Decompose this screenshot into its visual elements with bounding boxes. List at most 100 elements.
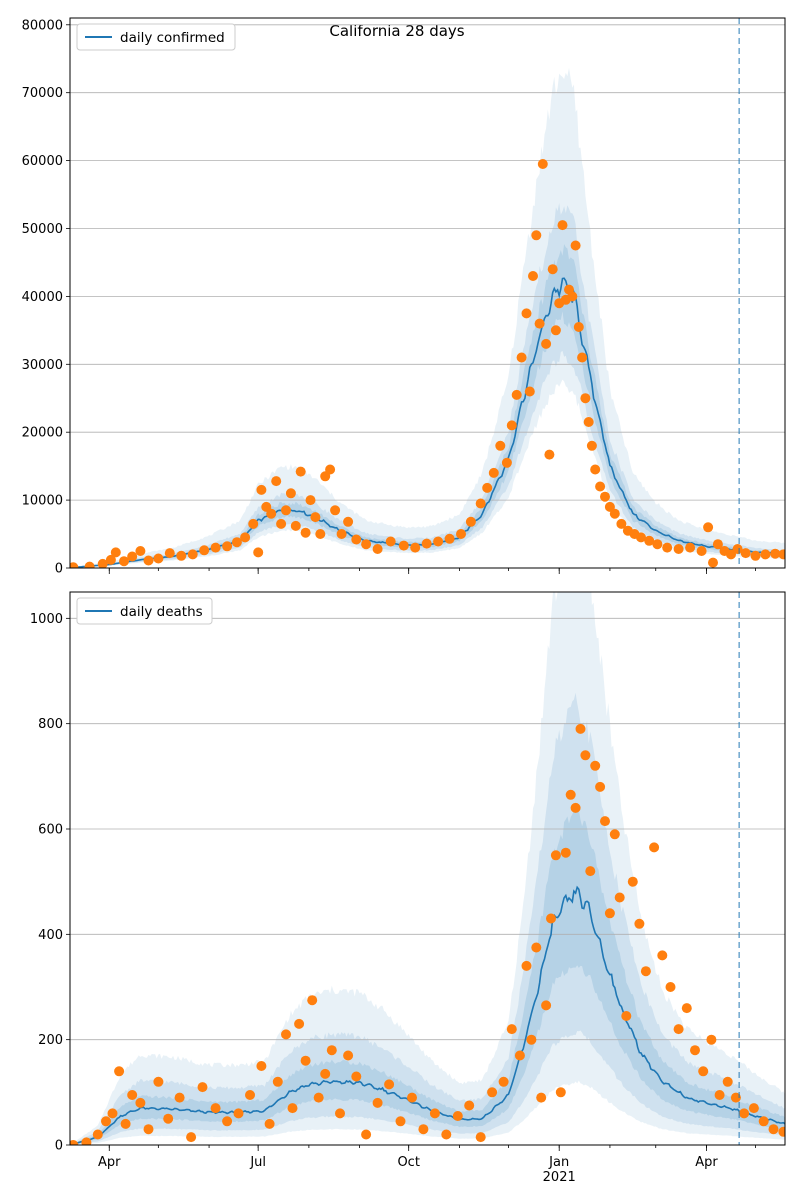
- data-point: [570, 802, 581, 813]
- data-point: [281, 1029, 291, 1040]
- data-point: [81, 1137, 92, 1145]
- confirmed-x-ticks: [108, 568, 756, 574]
- data-point: [698, 1066, 709, 1077]
- x-tick-label: Jan: [548, 1155, 569, 1170]
- data-point: [290, 520, 301, 531]
- y-tick-label: 20000: [22, 426, 63, 441]
- data-point: [256, 484, 267, 495]
- data-point: [609, 508, 620, 519]
- data-point: [343, 1050, 354, 1061]
- data-point: [482, 482, 493, 493]
- data-point: [544, 449, 555, 460]
- data-point: [266, 508, 277, 519]
- data-point: [662, 542, 673, 553]
- data-point: [325, 464, 336, 475]
- data-point: [531, 230, 542, 241]
- data-point: [444, 533, 455, 544]
- data-point: [300, 527, 311, 538]
- data-point: [644, 535, 655, 546]
- x-tick-label: Jul: [249, 1155, 266, 1170]
- band-inner: [70, 244, 785, 568]
- data-point: [580, 750, 591, 761]
- data-point: [135, 546, 146, 556]
- series-line: [70, 885, 785, 1145]
- data-point: [541, 338, 552, 349]
- y-tick-label: 800: [38, 717, 63, 732]
- data-point: [199, 545, 210, 556]
- data-point: [739, 1108, 750, 1119]
- data-point: [119, 556, 129, 567]
- data-point: [300, 1055, 311, 1066]
- band-mid: [70, 692, 785, 1145]
- data-point: [514, 1050, 525, 1061]
- data-point: [640, 966, 651, 977]
- data-point: [153, 553, 164, 564]
- data-point: [315, 529, 326, 539]
- data-point: [526, 1034, 537, 1045]
- data-point: [475, 1132, 486, 1143]
- data-point: [105, 554, 116, 565]
- data-point: [153, 1076, 164, 1087]
- data-point: [758, 1116, 769, 1127]
- band-mid: [70, 203, 785, 568]
- data-point: [305, 495, 316, 506]
- data-point: [294, 1018, 305, 1029]
- data-point: [708, 557, 718, 568]
- data-point: [616, 518, 627, 529]
- data-point: [614, 892, 625, 903]
- data-point: [740, 548, 751, 559]
- legend-label: daily deaths: [120, 604, 203, 620]
- y-tick-label: 30000: [22, 358, 63, 373]
- deaths-axes-frame: [69, 591, 786, 1146]
- data-point: [706, 1034, 717, 1045]
- data-point: [586, 440, 597, 451]
- data-point: [550, 850, 561, 861]
- data-point: [127, 551, 138, 562]
- data-point: [84, 561, 95, 568]
- data-point: [245, 1090, 255, 1100]
- confirmed-panel: 0 10000 20000 30000 40000 50000 60000 70000 8000…: [22, 17, 786, 577]
- data-point: [590, 464, 601, 475]
- data-point: [501, 457, 512, 468]
- data-point: [264, 1118, 275, 1129]
- x-tick-label: 2021: [543, 1170, 576, 1185]
- data-point: [550, 325, 561, 336]
- data-point: [748, 1103, 759, 1114]
- data-point: [372, 1097, 383, 1108]
- data-point: [120, 1118, 131, 1129]
- data-point: [421, 538, 432, 549]
- y-tick-label: 80000: [22, 18, 63, 33]
- legend-box: [76, 23, 236, 51]
- data-point: [320, 1068, 331, 1079]
- data-point: [429, 1108, 440, 1119]
- data-point: [70, 562, 79, 568]
- data-point: [107, 1108, 118, 1119]
- data-point: [536, 1092, 547, 1103]
- confirmed-observed-points: [70, 159, 785, 568]
- data-point: [256, 1061, 267, 1071]
- data-point: [222, 1116, 233, 1127]
- band-inner: [70, 806, 785, 1145]
- data-point: [186, 1132, 197, 1143]
- data-point: [418, 1124, 429, 1135]
- data-point: [272, 1076, 283, 1087]
- data-point: [531, 942, 542, 953]
- data-point: [722, 1076, 733, 1087]
- confirmed-gridlines: [70, 24, 785, 569]
- data-point: [570, 240, 581, 251]
- data-point: [361, 1129, 372, 1140]
- data-point: [590, 760, 601, 771]
- data-point: [233, 1108, 244, 1119]
- data-point: [712, 539, 723, 550]
- data-point: [516, 352, 527, 363]
- data-point: [577, 352, 588, 363]
- data-point: [778, 549, 785, 560]
- data-point: [652, 539, 663, 550]
- data-point: [475, 498, 486, 509]
- data-point: [634, 918, 645, 929]
- data-point: [685, 542, 696, 553]
- data-point: [770, 548, 781, 559]
- data-point: [285, 488, 296, 499]
- data-point: [768, 1124, 779, 1135]
- data-point: [210, 1103, 221, 1114]
